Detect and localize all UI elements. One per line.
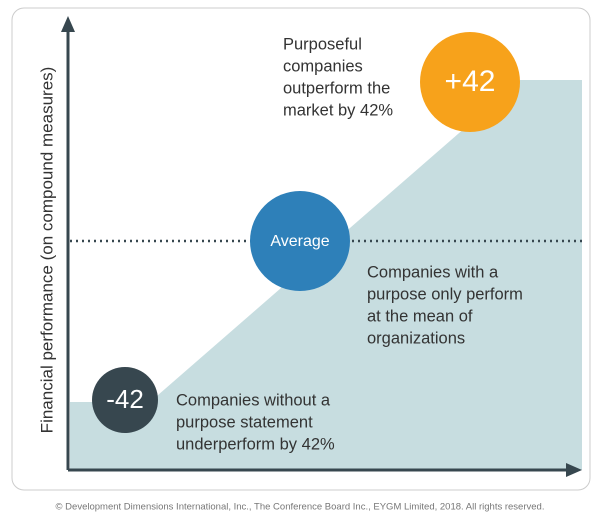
note-line: purpose statement bbox=[176, 413, 313, 431]
bottom-circle bbox=[92, 367, 158, 433]
note-line: Companies without a bbox=[176, 391, 331, 409]
note-line: Companies with a bbox=[367, 263, 499, 281]
bottom-circle-label: -42 bbox=[106, 384, 144, 414]
middle-circle bbox=[250, 191, 350, 291]
footer: © Development Dimensions International, … bbox=[56, 502, 545, 513]
notes: Purposeful companies outperform the market … bbox=[176, 35, 523, 453]
note-line: Purposeful bbox=[283, 35, 362, 53]
note-line: outperform the bbox=[283, 79, 390, 97]
note-line: at the mean of bbox=[367, 307, 473, 325]
x-axis-arrow bbox=[566, 463, 582, 477]
y-axis-label: Financial performance (on compound measu… bbox=[37, 67, 56, 434]
note-line: underperform by 42% bbox=[176, 435, 335, 453]
note-line: market by 42% bbox=[283, 101, 393, 119]
top-circle bbox=[420, 32, 520, 132]
y-axis-arrow bbox=[61, 16, 75, 32]
note-line: companies bbox=[283, 57, 363, 75]
top-circle-label: +42 bbox=[445, 65, 496, 98]
note-line: organizations bbox=[367, 329, 465, 347]
note-line: purpose only perform bbox=[367, 285, 523, 303]
middle-circle-label: Average bbox=[270, 233, 329, 250]
